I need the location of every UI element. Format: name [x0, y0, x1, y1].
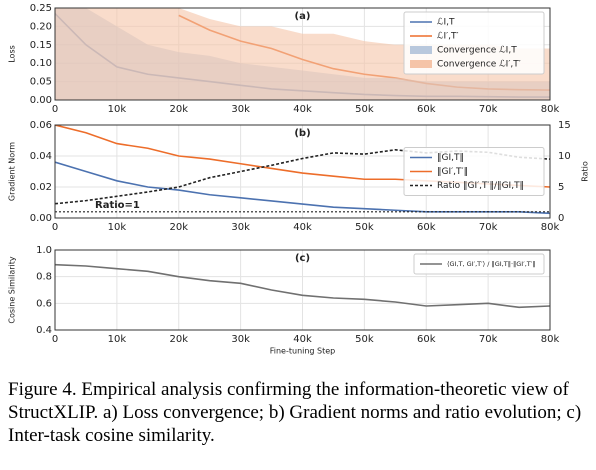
legend-box — [413, 253, 545, 275]
y-tick-label: 0.00 — [30, 95, 52, 106]
y-tick-label: 0.05 — [30, 77, 52, 88]
legend-label: Ratio ‖GI′,T′‖/‖GI,T‖ — [437, 181, 524, 191]
y2-tick-label: 5 — [558, 182, 564, 193]
y2-tick-label: 10 — [558, 151, 571, 162]
x-tick-label: 60k — [417, 104, 436, 115]
legend-label: ⟨GI,T, GI′,T′⟩ / ‖GI,T‖·‖GI′,T′‖ — [447, 260, 535, 268]
x-axis-label: Fine-tuning Step — [270, 347, 336, 356]
x-tick-label: 60k — [417, 222, 436, 233]
plot-frame — [54, 7, 551, 101]
legend-swatch — [410, 60, 432, 68]
annotation-text: Ratio=1 — [95, 200, 140, 211]
x-tick-label: 0 — [52, 222, 58, 233]
y-tick-label: 0.4 — [36, 325, 52, 336]
legend-label: Convergence ℒI,T — [437, 46, 517, 56]
y-axis-label: Gradient Norm — [8, 142, 17, 201]
caption: Figure 4. Empirical analysis confirming … — [8, 379, 582, 446]
legend-box — [403, 11, 545, 75]
series-group — [55, 8, 550, 100]
y2-axis-label: Ratio — [581, 161, 590, 182]
x-tick-label: 80k — [541, 334, 560, 345]
x-tick-label: 20k — [169, 222, 188, 233]
x-tick-label: 50k — [355, 222, 374, 233]
y2-tick-label: 15 — [558, 120, 571, 131]
x-tick-label: 50k — [355, 104, 374, 115]
convergence-band — [55, 8, 550, 100]
legend-label: ‖GI,T‖ — [437, 153, 464, 163]
legend-label: ℒI′,T′ — [437, 32, 459, 42]
y-axis-label: Cosine Similarity — [8, 256, 17, 323]
x-tick-label: 70k — [479, 222, 498, 233]
y-tick-label: 0.02 — [30, 182, 52, 193]
x-tick-label: 10k — [108, 222, 127, 233]
x-tick-label: 30k — [231, 334, 250, 345]
panel-title: (c) — [295, 253, 310, 264]
plot-frame — [54, 249, 551, 331]
legend-swatch — [410, 46, 432, 54]
figure: 0 10k 20k 30k 40k 50k 60k 70k 80k 0.00 0.05 0.10 0.1… — [8, 3, 590, 356]
series-line — [55, 148, 550, 205]
x-tick-label: 30k — [231, 104, 250, 115]
x-tick-label: 40k — [293, 104, 312, 115]
y-tick-label: 0.15 — [30, 40, 52, 51]
x-tick-label: 30k — [231, 222, 250, 233]
y-tick-label: 0.06 — [30, 120, 52, 131]
y-tick-label: 0.8 — [36, 272, 52, 283]
legend-label: Convergence ℒI′,T′ — [437, 60, 521, 70]
y-axis-label: Loss — [8, 45, 17, 63]
x-tick-label: 40k — [293, 334, 312, 345]
x-tick-label: 70k — [479, 104, 498, 115]
y-tick-label: 0.00 — [30, 213, 52, 224]
x-tick-label: 80k — [541, 222, 560, 233]
x-tick-label: 10k — [108, 334, 127, 345]
y-tick-label: 0.25 — [30, 3, 52, 14]
legend-label: ‖GI′,T′‖ — [437, 167, 468, 177]
y-tick-label: 0.6 — [36, 298, 52, 309]
y2-tick-label: 0 — [558, 213, 564, 224]
x-tick-label: 20k — [169, 104, 188, 115]
y-tick-label: 0.04 — [30, 151, 52, 162]
y-tick-label: 0.20 — [30, 21, 52, 32]
x-tick-label: 80k — [541, 104, 560, 115]
x-tick-label: 70k — [479, 334, 498, 345]
y-tick-label: 0.10 — [30, 58, 52, 69]
x-tick-label: 0 — [52, 104, 58, 115]
panel-title: (a) — [295, 11, 311, 22]
x-tick-label: 10k — [108, 104, 127, 115]
panel-title: (b) — [294, 128, 310, 139]
x-tick-label: 50k — [355, 334, 374, 345]
series-line — [55, 263, 550, 309]
x-tick-label: 40k — [293, 222, 312, 233]
plot-frame — [54, 124, 551, 219]
legend-box — [403, 147, 545, 196]
x-tick-label: 0 — [52, 334, 58, 345]
y-tick-label: 1.0 — [36, 245, 52, 256]
x-tick-label: 20k — [169, 334, 188, 345]
legend-label: ℒI,T — [437, 18, 455, 28]
series-group — [55, 263, 550, 309]
x-tick-label: 60k — [417, 334, 436, 345]
